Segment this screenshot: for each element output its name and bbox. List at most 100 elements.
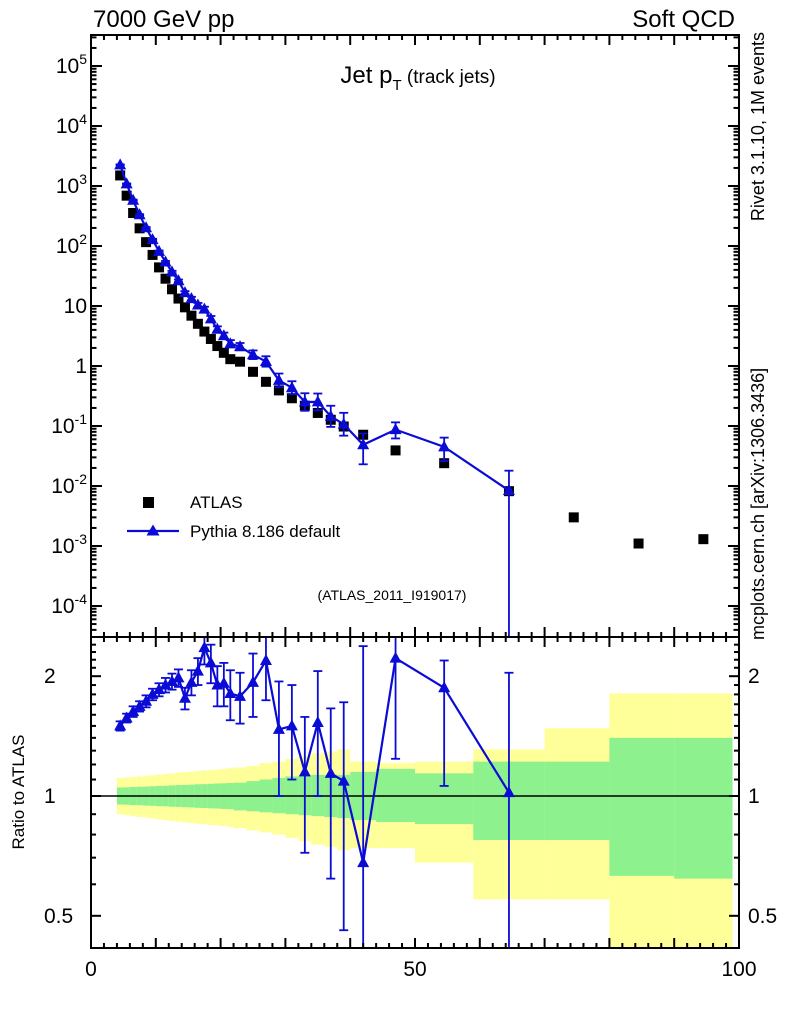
ratio-point-triangle [285,719,298,731]
mc-curve-group [115,163,514,637]
data-point-square [248,366,258,377]
mc-point-triangle [127,193,140,205]
ratio-point-triangle [311,715,324,727]
mc-point-triangle [357,438,370,450]
x-axis-label: 50 [403,958,426,981]
mc-point-triangle [140,221,153,233]
data-point-square [186,310,197,321]
mc-point-triangle [153,244,166,256]
data-point-square [128,207,139,218]
analysis-watermark: (ATLAS_2011_I919017) [318,587,467,603]
data-point-square [312,407,323,418]
axis-ticks [90,35,740,948]
main-panel-marks [114,158,709,637]
mc-point-triangle [204,312,217,324]
ratio-point-triangle [234,689,247,701]
mc-point-triangle [389,423,402,435]
x-axis-label: 100 [721,958,756,981]
ratio-point-triangle [247,675,259,687]
ratio-panel-marks [114,637,515,948]
ratio-point-triangle [178,691,191,703]
y-axis-main-label: 10-3 [51,531,87,558]
mc-point-triangle [502,484,515,496]
y-axis-main-label: 10-2 [51,471,87,498]
mc-point-triangle [217,329,230,341]
mc-point-triangle [272,373,285,385]
data-point-square [390,445,401,456]
plot-title: Jet pT (track jets) [340,62,495,94]
band-inner-segment [674,737,733,879]
ratio-point-triangle [159,678,172,690]
ratio-point-triangle [324,766,337,778]
y-axis-main-label: 104 [56,111,87,138]
ratio-point-triangle [204,656,217,668]
data-point-square [141,237,152,248]
ratio-point-triangle [357,856,370,868]
data-point-square [160,273,171,284]
mc-point-triangle [146,233,159,245]
uncertainty-bands [91,693,739,948]
ratio-point-triangle [140,694,153,706]
mc-point-triangle [198,302,211,314]
ratio-axis-title: Ratio to ATLAS [9,735,28,850]
mc-point-triangle [324,409,337,421]
ratio-point-triangle [166,674,178,686]
data-point-square [134,223,145,234]
mc-point-triangle [298,395,311,407]
data-point-square [260,376,271,387]
mc-point-triangle [311,395,324,407]
y-axis-main-label: 1 [75,355,87,378]
band-inner-segment [609,737,675,876]
ratio-point-triangle [217,676,230,688]
data-point-square [225,354,236,365]
ratio-point-triangle [502,786,515,798]
mc-point-triangle [133,208,146,220]
y-axis-ratio-label-left: 2 [44,665,56,688]
ratio-point-triangle [191,664,204,676]
data-point-square [633,538,644,549]
ratio-curve-group [114,637,515,948]
ratio-point-triangle [120,711,133,723]
legend-pythia-marker [146,524,160,536]
data-point-square [439,458,450,469]
mc-point-triangle [166,265,178,277]
legend-pythia-label: Pythia 8.186 default [190,522,341,541]
y-axis-main-label: 102 [56,231,87,258]
ratio-point-triangle [389,651,402,663]
data-point-square [115,170,126,181]
mc-point-triangle [224,337,237,349]
ratio-point-triangle [153,683,166,695]
data-point-square [286,393,297,404]
mc-point-triangle [178,286,191,298]
y-axis-ratio-label-left: 1 [44,785,56,808]
ratio-point-triangle [172,671,185,683]
mc-point-triangle [438,440,451,452]
x-axis-label: 0 [85,958,97,981]
ratio-point-triangle [198,641,211,653]
mc-point-triangle [114,158,127,170]
ratio-point-triangle [259,654,272,666]
y-axis-ratio-label-right: 0.5 [748,905,777,928]
mcplots-arxiv-credit: mcplots.cern.ch [arXiv:1306.3436] [748,368,768,640]
band-inner-segment [544,761,610,841]
mc-point-triangle [185,292,198,304]
y-axis-main-label: 103 [56,171,87,198]
ratio-point-triangle [146,687,159,699]
ratio-point-triangle [337,774,350,786]
data-point-square [218,347,229,358]
data-point-square [568,512,579,523]
y-axis-ratio-label-left: 0.5 [44,905,73,928]
mc-point-triangle [211,322,224,334]
data-point-square [273,385,284,396]
mc-point-triangle [172,274,185,286]
ratio-point-triangle [133,699,146,711]
data-point-square [698,534,709,545]
data-point-square [121,190,132,201]
mc-point-triangle [120,177,133,189]
ratio-point-triangle [438,681,451,693]
rivet-version-credit: Rivet 3.1.10, 1M events [748,32,768,221]
mc-point-triangle [337,417,350,429]
ratio-point-triangle [127,705,140,717]
y-axis-main-label: 105 [56,51,87,78]
